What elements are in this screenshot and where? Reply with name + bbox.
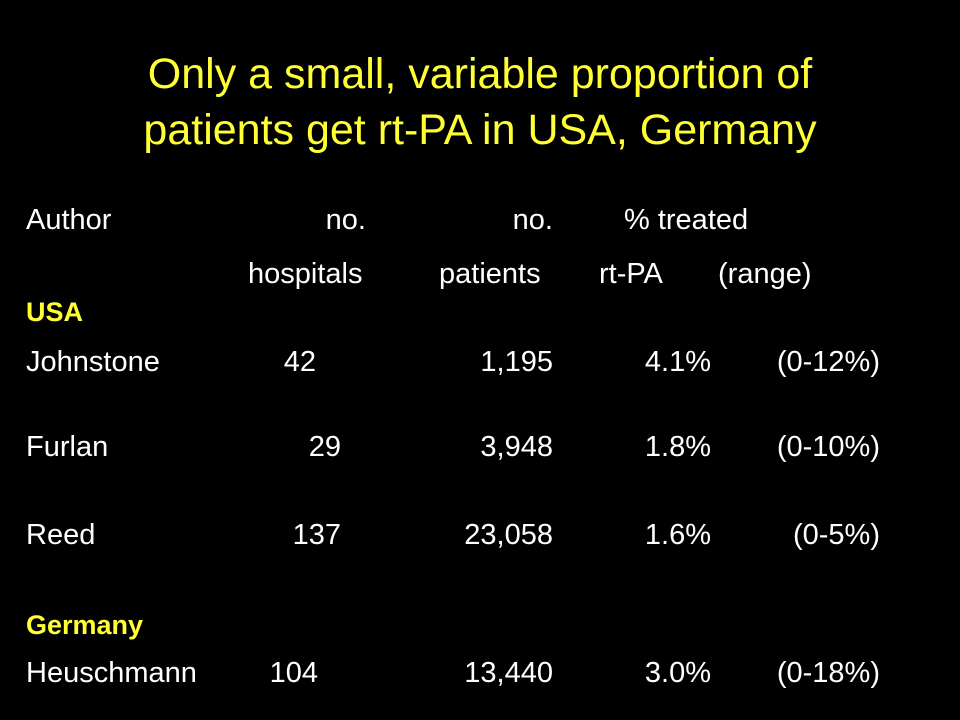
section-label-usa: USA	[26, 297, 84, 327]
header-hospitals-line2: hospitals	[248, 258, 363, 290]
title-line-1: Only a small, variable proportion of	[147, 50, 813, 98]
header-treated-line2: rt-PA	[599, 258, 663, 290]
header-treated-line1: % treated	[624, 204, 749, 236]
row-hospitals: 42	[283, 346, 316, 378]
row-percent: 1.8%	[644, 431, 711, 463]
row-author: Johnstone	[26, 346, 160, 378]
row-percent: 1.6%	[644, 519, 711, 551]
row-patients: 23,058	[464, 519, 553, 551]
section-label-germany: Germany	[26, 610, 144, 640]
header-hospitals-line1: no.	[325, 204, 366, 236]
row-range: (0-18%)	[776, 657, 880, 689]
row-patients: 13,440	[464, 657, 553, 689]
row-patients: 3,948	[480, 431, 553, 463]
header-patients-line1: no.	[512, 204, 553, 236]
header-patients-line2: patients	[439, 258, 541, 290]
row-percent: 4.1%	[644, 346, 711, 378]
row-hospitals: 137	[292, 519, 341, 551]
row-hospitals: 29	[308, 431, 341, 463]
row-range: (0-10%)	[776, 431, 880, 463]
row-percent: 3.0%	[644, 657, 711, 689]
header-range: (range)	[718, 258, 812, 290]
row-patients: 1,195	[480, 346, 553, 378]
row-author: Reed	[26, 519, 96, 551]
row-range: (0-5%)	[792, 519, 880, 551]
row-author: Heuschmann	[26, 657, 197, 689]
row-author: Furlan	[26, 431, 109, 463]
row-range: (0-12%)	[776, 346, 880, 378]
slide-title: Only a small, variable proportion of pat…	[20, 46, 940, 158]
title-line-2: patients get rt-PA in USA, Germany	[143, 106, 817, 154]
row-hospitals: 104	[269, 657, 318, 689]
header-author: Author	[26, 204, 112, 236]
